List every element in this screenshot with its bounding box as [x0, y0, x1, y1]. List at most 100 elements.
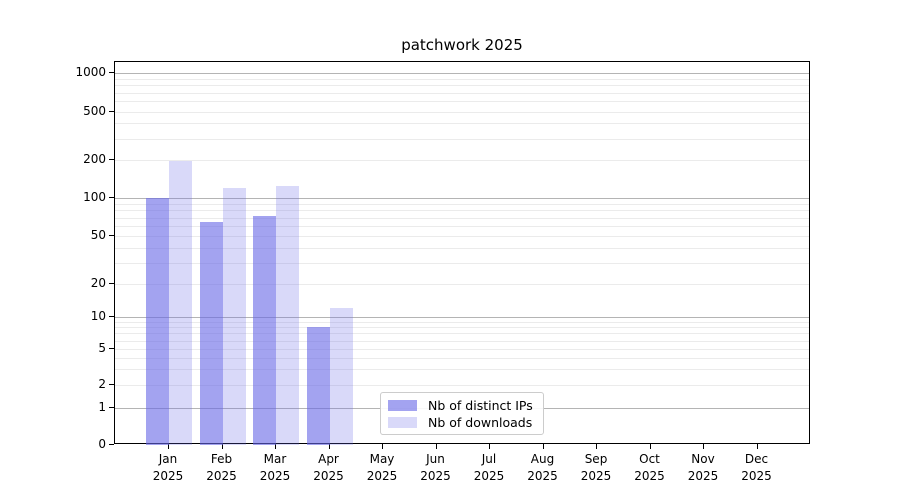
gridline-minor — [115, 138, 809, 140]
x-tick-label-mar: Mar 2025 — [243, 451, 307, 484]
x-tick-year: 2025 — [259, 468, 291, 483]
gridline-minor — [115, 160, 809, 161]
x-tick-year: 2025 — [366, 468, 398, 483]
x-tick-mark — [221, 444, 223, 449]
x-tick-mark — [382, 444, 384, 449]
x-tick-year: 2025 — [473, 468, 505, 483]
y-tick-label: 2 — [98, 377, 106, 391]
y-tick-label: 5 — [98, 341, 106, 355]
x-tick-mark — [328, 444, 330, 449]
gridline-minor — [115, 85, 809, 87]
x-tick-year: 2025 — [206, 468, 237, 483]
x-tick-year: 2025 — [313, 468, 344, 483]
gridline-minor — [115, 217, 809, 219]
x-tick-month: May — [369, 452, 395, 466]
gridline-minor — [115, 333, 809, 335]
x-tick-month: Jun — [426, 452, 445, 466]
gridline-minor — [115, 340, 809, 342]
chart-title: patchwork 2025 — [401, 36, 523, 54]
bar-downloads-feb — [222, 188, 246, 445]
x-tick-label-jun: Jun 2025 — [404, 451, 468, 484]
x-tick-label-aug: Aug 2025 — [511, 451, 575, 484]
y-tick-label: 200 — [83, 152, 106, 166]
y-tick-label: 20 — [90, 276, 106, 290]
x-tick-label-jul: Jul 2025 — [457, 451, 521, 484]
x-tick-month: Nov — [691, 452, 715, 466]
bar-downloads-apr — [329, 308, 353, 445]
x-tick-mark — [275, 444, 277, 449]
x-tick-label-nov: Nov 2025 — [671, 451, 735, 484]
x-tick-label-apr: Apr 2025 — [297, 451, 361, 484]
y-tick-label: 1 — [98, 400, 106, 414]
y-tick-mark — [109, 444, 114, 446]
gridline-minor — [115, 349, 809, 350]
y-tick-label: 500 — [83, 103, 106, 118]
x-tick-year: 2025 — [741, 468, 772, 483]
legend-label: Nb of downloads — [428, 415, 533, 430]
legend-swatch — [388, 417, 417, 428]
x-tick-month: Jul — [481, 452, 497, 466]
gridline-minor — [115, 321, 809, 323]
x-tick-mark — [596, 444, 598, 449]
x-tick-label-jan: Jan 2025 — [136, 451, 200, 484]
gridline-minor — [115, 247, 809, 249]
y-tick-mark — [109, 283, 114, 285]
x-tick-label-feb: Feb 2025 — [190, 451, 254, 484]
x-tick-label-may: May 2025 — [350, 451, 414, 484]
y-tick-label: 50 — [90, 228, 106, 242]
gridline-minor — [115, 327, 809, 329]
gridline-minor — [115, 210, 809, 212]
gridline-minor — [115, 203, 809, 205]
y-tick-mark — [109, 384, 114, 386]
plot-area: Nb of distinct IPs Nb of downloads — [114, 61, 810, 445]
gridline-minor — [115, 92, 809, 94]
gridline-minor — [115, 101, 809, 103]
gridline-minor — [115, 284, 809, 285]
y-tick-mark — [109, 235, 114, 237]
y-tick-mark — [109, 348, 114, 350]
bar-distinct-ips-jan — [146, 198, 169, 445]
legend-swatch — [388, 400, 417, 411]
gridline-major — [115, 317, 809, 318]
x-tick-month: Sep — [584, 452, 608, 466]
gridline-minor — [115, 357, 809, 359]
gridline-minor — [115, 236, 809, 237]
x-tick-mark — [489, 444, 491, 449]
gridline-minor — [115, 369, 809, 371]
x-tick-month: Jan — [158, 452, 178, 466]
bar-downloads-mar — [276, 185, 299, 445]
legend-item-distinct-ips: Nb of distinct IPs — [388, 398, 535, 413]
y-tick-label: 100 — [83, 190, 106, 204]
x-tick-month: Apr — [318, 452, 339, 466]
y-tick-mark — [109, 110, 114, 112]
x-tick-year: 2025 — [527, 468, 558, 483]
gridline-major — [115, 73, 809, 74]
gridline-minor — [115, 78, 809, 80]
gridline-minor — [115, 226, 809, 227]
legend-item-downloads: Nb of downloads — [388, 415, 535, 430]
y-tick-mark — [109, 197, 114, 199]
x-tick-year: 2025 — [580, 468, 612, 483]
bar-distinct-ips-mar — [253, 216, 276, 445]
x-tick-mark — [703, 444, 705, 449]
legend: Nb of distinct IPs Nb of downloads — [380, 392, 544, 435]
bar-distinct-ips-apr — [306, 327, 330, 445]
x-tick-year: 2025 — [634, 468, 665, 483]
x-tick-year: 2025 — [152, 468, 184, 483]
gridline-major — [115, 198, 809, 199]
gridline-minor — [115, 123, 809, 125]
bar-distinct-ips-feb — [199, 221, 223, 445]
y-tick-mark — [109, 159, 114, 161]
legend-label: Nb of distinct IPs — [428, 398, 533, 413]
x-tick-month: Mar — [263, 452, 287, 466]
x-tick-year: 2025 — [687, 468, 719, 483]
x-tick-mark — [756, 444, 758, 449]
y-tick-label: 0 — [98, 437, 106, 451]
x-tick-label-sep: Sep 2025 — [564, 451, 628, 484]
y-tick-mark — [109, 316, 114, 318]
x-tick-month: Feb — [210, 452, 233, 466]
x-tick-mark — [542, 444, 544, 449]
gridline-minor — [115, 262, 809, 264]
x-tick-label-dec: Dec 2025 — [725, 451, 789, 484]
